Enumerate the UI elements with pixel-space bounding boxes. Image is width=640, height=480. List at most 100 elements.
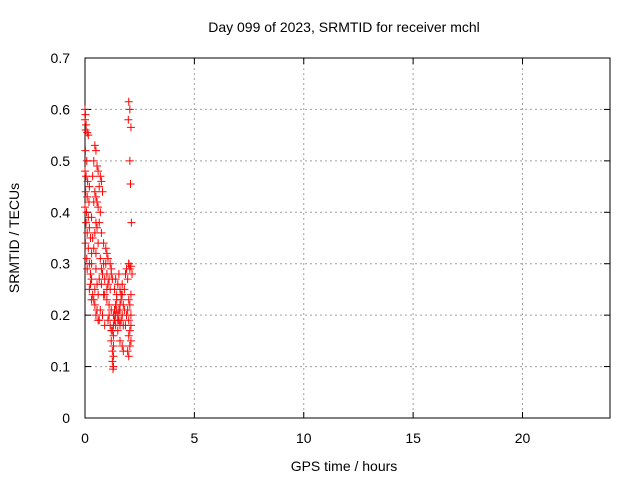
data-point (82, 156, 91, 165)
data-point (97, 228, 106, 237)
data-point (119, 321, 128, 330)
data-point (83, 228, 92, 237)
data-point (124, 295, 133, 304)
data-point (124, 97, 133, 106)
data-point (116, 336, 124, 345)
data-point (120, 285, 129, 294)
data-point (99, 259, 108, 268)
data-point (96, 172, 105, 181)
data-point (113, 280, 122, 289)
data-point (128, 270, 137, 278)
data-point (95, 218, 104, 227)
data-point (127, 218, 136, 227)
data-point (102, 295, 111, 304)
y-tick-label: 0.4 (51, 204, 71, 220)
grid-lines (85, 58, 610, 418)
data-point (88, 290, 97, 299)
data-point (89, 244, 98, 253)
data-point (101, 244, 110, 253)
x-tick-label: 20 (515, 430, 531, 446)
data-point (109, 352, 118, 361)
data-point (91, 146, 100, 155)
data-point (87, 213, 96, 222)
data-point (85, 223, 94, 232)
x-tick-label: 15 (405, 430, 421, 446)
data-point (84, 131, 93, 140)
data-point (88, 234, 97, 242)
data-point (93, 280, 102, 289)
data-point (100, 290, 109, 299)
data-point (83, 192, 92, 201)
data-point (123, 306, 132, 314)
data-point (97, 264, 106, 273)
x-tick-label: 5 (190, 430, 198, 446)
data-point (126, 262, 135, 271)
x-tick-label: 0 (81, 430, 89, 446)
data-point (86, 270, 95, 278)
data-point (126, 180, 135, 188)
data-point (124, 331, 133, 340)
data-point (111, 275, 120, 284)
data-point (93, 162, 102, 170)
y-tick-label: 0.3 (51, 256, 71, 272)
data-point (81, 115, 89, 124)
data-point (93, 198, 102, 206)
data-point (126, 336, 135, 345)
data-point (124, 316, 133, 325)
data-point (103, 280, 112, 289)
data-point (118, 290, 127, 299)
data-point (81, 203, 89, 212)
data-point (95, 275, 104, 284)
data-point (94, 203, 103, 212)
data-point (109, 321, 118, 330)
y-tick-label: 0.2 (51, 307, 71, 323)
y-tick-label: 0.7 (51, 50, 71, 66)
data-point (87, 295, 96, 304)
data-point (125, 300, 134, 309)
data-point (82, 254, 91, 263)
data-point (109, 331, 118, 340)
data-point (125, 326, 134, 335)
data-point (118, 342, 127, 350)
data-point (103, 254, 112, 263)
data-point (94, 167, 103, 176)
data-point (107, 326, 116, 335)
data-point (89, 156, 98, 165)
data-point (107, 270, 116, 278)
data-point (93, 223, 102, 232)
data-point (125, 105, 134, 114)
data-point (88, 172, 97, 181)
data-point (109, 342, 118, 350)
data-point (117, 295, 126, 304)
data-point (85, 182, 94, 191)
data-point (124, 352, 133, 361)
data-point (82, 218, 91, 227)
y-axis-label: SRMTID / TECUs (6, 183, 22, 293)
data-point (97, 177, 106, 186)
data-point (82, 208, 91, 217)
data-point (83, 177, 92, 186)
data-point (123, 275, 132, 284)
data-point (93, 306, 102, 314)
chart-title: Day 099 of 2023, SRMTID for receiver mch… (208, 19, 480, 35)
data-point (124, 115, 133, 124)
data-point (114, 270, 123, 278)
y-tick-label: 0.1 (51, 359, 71, 375)
data-point (81, 167, 89, 176)
data-point (126, 123, 135, 132)
data-point (111, 311, 120, 320)
data-point (90, 141, 99, 150)
data-point (90, 285, 99, 294)
data-point (113, 316, 122, 325)
data-point (90, 300, 99, 309)
data-point (81, 146, 90, 155)
data-points (81, 97, 137, 374)
y-tick-label: 0.5 (51, 153, 71, 169)
data-point (103, 316, 112, 325)
data-point (90, 187, 99, 196)
data-point (99, 239, 108, 248)
axis-ticks: 0 5 10 15 20 0 0.1 0.2 0.3 0.4 0.5 0.6 0.7 (51, 50, 610, 446)
data-point (87, 275, 96, 284)
data-point (125, 342, 134, 350)
